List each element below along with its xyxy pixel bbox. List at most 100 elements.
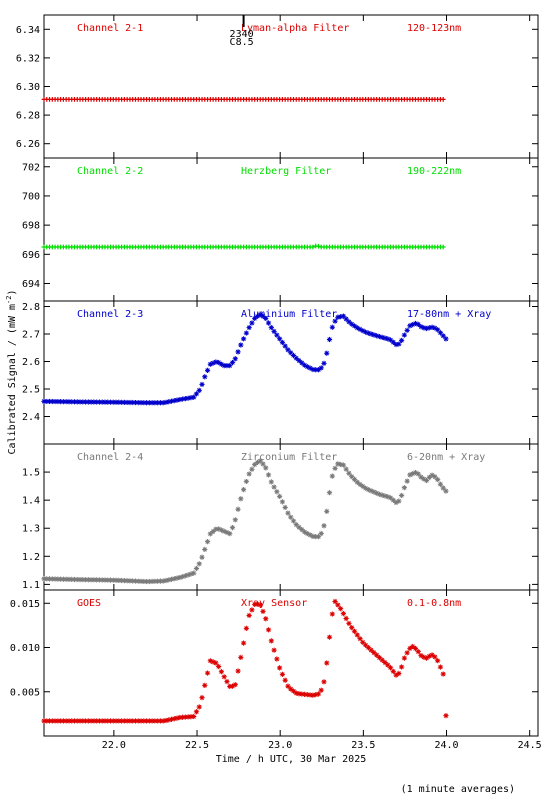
- data-point: [82, 577, 89, 583]
- data-point: [277, 665, 283, 671]
- panel-band-label: 190-222nm: [407, 166, 461, 177]
- data-point: [318, 530, 324, 537]
- data-point: [432, 474, 438, 480]
- y-tick-label: 1.2: [22, 552, 40, 563]
- data-point: [404, 650, 410, 656]
- data-point: [191, 570, 197, 576]
- panel-5: 0.005 0.010 0.015 GOES Xray Sensor 0.1-0.8nm: [10, 589, 539, 737]
- data-point: [124, 718, 130, 724]
- panel-filter-label: Herzberg Filter: [241, 166, 331, 177]
- data-point: [229, 359, 236, 366]
- data-point: [426, 325, 432, 331]
- data-point: [124, 578, 130, 584]
- data-point: [185, 395, 191, 401]
- data-point: [379, 492, 385, 498]
- data-point: [163, 577, 169, 584]
- data-point: [412, 320, 419, 327]
- data-point: [440, 671, 446, 677]
- data-point: [265, 472, 272, 478]
- data-point: [371, 489, 377, 495]
- data-point: [354, 479, 360, 485]
- data-point: [421, 654, 427, 660]
- data-point: [71, 718, 78, 724]
- data-point: [385, 494, 391, 500]
- data-point: [199, 381, 205, 388]
- data-point: [293, 355, 299, 361]
- data-point: [180, 396, 186, 402]
- data-point: [204, 670, 211, 676]
- data-point: [257, 312, 263, 318]
- data-point: [121, 578, 127, 584]
- data-point: [404, 478, 410, 484]
- data-point: [116, 399, 122, 405]
- data-point: [385, 662, 391, 668]
- data-point: [279, 339, 286, 346]
- data-point: [338, 461, 344, 468]
- flare-marker-label: C8.5: [230, 37, 254, 48]
- data-point: [326, 634, 333, 640]
- data-point: [271, 647, 277, 653]
- data-point: [357, 481, 363, 488]
- footnote: (1 minute averages): [401, 784, 515, 795]
- data-point: [94, 718, 100, 724]
- data-point: [401, 655, 407, 661]
- data-point: [279, 671, 286, 677]
- data-point: [157, 718, 164, 724]
- x-tick-label: 24.0: [434, 740, 458, 751]
- data-point: [213, 660, 219, 666]
- data-point: [60, 576, 67, 582]
- data-point: [257, 602, 263, 608]
- data-point: [423, 325, 430, 332]
- data-point: [152, 718, 158, 724]
- data-point: [410, 322, 416, 328]
- data-point: [393, 341, 399, 348]
- data-point: [393, 499, 399, 506]
- data-point: [365, 645, 371, 651]
- data-point: [207, 658, 213, 664]
- data-point: [263, 465, 269, 471]
- data-point: [263, 616, 269, 622]
- data-point: [99, 399, 105, 405]
- data-point: [202, 682, 208, 688]
- data-point: [307, 365, 313, 371]
- data-point: [163, 399, 169, 405]
- y-tick-label: 0.015: [10, 599, 40, 610]
- data-point: [243, 478, 249, 485]
- data-point: [313, 367, 319, 373]
- data-point: [290, 688, 297, 694]
- data-point: [210, 360, 216, 366]
- data-point: [443, 713, 449, 719]
- data-point: [138, 718, 144, 724]
- data-point: [130, 718, 136, 724]
- data-point: [418, 652, 424, 659]
- data-point: [429, 652, 435, 658]
- x-axis-title: Time / h UTC, 30 Mar 2025: [216, 754, 367, 765]
- data-point: [155, 578, 161, 584]
- data-point: [340, 610, 346, 617]
- data-point: [282, 504, 288, 511]
- data-point: [246, 471, 252, 477]
- data-point: [346, 319, 352, 325]
- data-point: [180, 574, 186, 580]
- data-point: [393, 672, 399, 678]
- data-point: [132, 578, 139, 584]
- data-point: [188, 395, 194, 401]
- data-point: [335, 602, 341, 608]
- data-point: [301, 529, 308, 535]
- data-point: [55, 718, 61, 724]
- data-point: [274, 489, 280, 495]
- data-point: [338, 314, 344, 320]
- data-point: [160, 718, 166, 724]
- data-point: [257, 458, 263, 464]
- data-point: [204, 539, 211, 545]
- data-point: [218, 527, 225, 533]
- data-point: [49, 398, 55, 405]
- data-point: [52, 718, 58, 724]
- data-point: [238, 342, 244, 348]
- data-point: [365, 487, 371, 493]
- data-point: [423, 477, 430, 484]
- y-tick-label: 1.3: [22, 524, 40, 535]
- data-point: [80, 718, 86, 724]
- data-point: [379, 334, 385, 340]
- data-point: [410, 471, 416, 477]
